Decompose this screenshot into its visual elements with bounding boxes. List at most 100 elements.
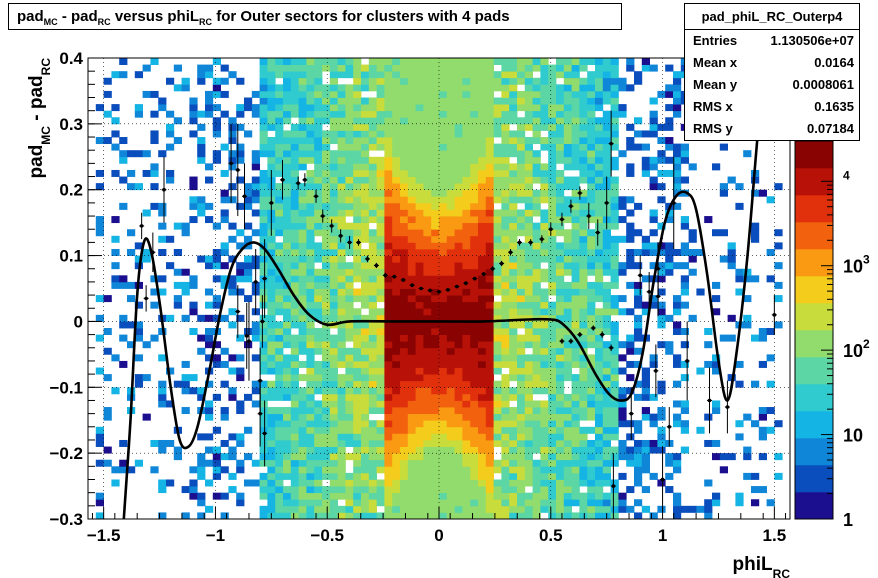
heatmap-cell xyxy=(259,347,268,355)
heatmap-cell xyxy=(322,202,331,210)
heatmap-cell xyxy=(275,71,284,79)
heatmap-cell xyxy=(228,288,237,296)
heatmap-cell xyxy=(548,420,557,428)
heatmap-cell xyxy=(337,130,346,138)
heatmap-cell xyxy=(95,314,104,322)
heatmap-cell xyxy=(509,308,518,316)
heatmap-cell xyxy=(322,393,331,401)
heatmap-cell xyxy=(485,281,494,289)
heatmap-cell xyxy=(353,64,362,72)
heatmap-cell xyxy=(540,354,549,362)
heatmap-cell xyxy=(634,393,643,401)
heatmap-cell xyxy=(275,288,284,296)
heatmap-cell xyxy=(220,242,229,250)
stats-box: pad_phiL_RC_Outerp4 Entries 1.130506e+07… xyxy=(684,3,860,141)
heatmap-cell xyxy=(361,156,370,164)
heatmap-cell xyxy=(361,143,370,151)
heatmap-cell xyxy=(212,466,221,474)
heatmap-cell xyxy=(509,374,518,382)
heatmap-cell xyxy=(454,295,463,303)
heatmap-cell xyxy=(485,150,494,158)
heatmap-cell xyxy=(595,413,604,421)
heatmap-cell xyxy=(587,367,596,375)
heatmap-cell xyxy=(368,492,377,500)
heatmap-cell xyxy=(454,472,463,480)
heatmap-cell xyxy=(314,202,323,210)
profile-point xyxy=(445,288,451,292)
heatmap-cell xyxy=(337,104,346,112)
heatmap-cell xyxy=(540,97,549,105)
heatmap-cell xyxy=(493,248,502,256)
heatmap-cell xyxy=(509,407,518,415)
heatmap-cell xyxy=(454,367,463,375)
heatmap-cell xyxy=(493,58,502,65)
heatmap-cell xyxy=(431,308,440,316)
palette-swatch xyxy=(795,303,833,331)
heatmap-cell xyxy=(673,413,682,421)
heatmap-cell xyxy=(259,104,268,112)
heatmap-cell xyxy=(150,334,159,342)
heatmap-cell xyxy=(446,255,455,263)
heatmap-cell xyxy=(524,97,533,105)
heatmap-cell xyxy=(540,183,549,191)
heatmap-cell xyxy=(688,255,697,263)
heatmap-cell xyxy=(556,275,565,283)
heatmap-cell xyxy=(439,268,448,276)
heatmap-cell xyxy=(423,328,432,335)
heatmap-cell xyxy=(602,235,611,243)
heatmap-cell xyxy=(407,374,416,382)
heatmap-cell xyxy=(579,321,588,329)
heatmap-cell xyxy=(532,202,541,210)
heatmap-cell xyxy=(361,407,370,415)
heatmap-cell xyxy=(556,459,565,467)
heatmap-cell xyxy=(259,380,268,388)
heatmap-cell xyxy=(220,281,229,289)
heatmap-cell xyxy=(361,163,370,171)
heatmap-cell xyxy=(548,183,557,191)
heatmap-cell xyxy=(743,413,752,421)
heatmap-cell xyxy=(602,479,611,487)
heatmap-cell xyxy=(392,150,401,158)
heatmap-cell xyxy=(384,275,393,283)
heatmap-cell xyxy=(392,387,401,395)
heatmap-cell xyxy=(673,163,682,171)
heatmap-cell xyxy=(758,189,767,197)
heatmap-cell xyxy=(618,216,627,224)
heatmap-cell xyxy=(626,334,635,342)
heatmap-cell xyxy=(407,156,416,164)
heatmap-cell xyxy=(563,255,572,263)
heatmap-cell xyxy=(392,248,401,256)
heatmap-cell xyxy=(212,222,221,230)
heatmap-cell xyxy=(556,301,565,309)
heatmap-cell xyxy=(353,222,362,230)
heatmap-cell xyxy=(493,235,502,243)
heatmap-cell xyxy=(400,354,409,362)
heatmap-cell xyxy=(556,499,565,507)
heatmap-cell xyxy=(228,308,237,316)
profile-point xyxy=(338,229,344,243)
heatmap-cell xyxy=(368,407,377,415)
heatmap-cell xyxy=(618,341,627,349)
heatmap-cell xyxy=(322,446,331,454)
heatmap-cell xyxy=(392,163,401,171)
heatmap-cell xyxy=(415,512,424,520)
heatmap-cell xyxy=(501,360,510,368)
heatmap-cell xyxy=(610,479,619,487)
heatmap-cell xyxy=(368,334,377,342)
heatmap-cell xyxy=(524,341,533,349)
heatmap-cell xyxy=(610,156,619,164)
heatmap-cell xyxy=(470,90,479,98)
heatmap-cell xyxy=(563,281,572,289)
heatmap-cell xyxy=(673,512,682,520)
heatmap-cell xyxy=(376,367,385,375)
heatmap-cell xyxy=(462,275,471,283)
heatmap-cell xyxy=(657,301,666,309)
heatmap-cell xyxy=(361,321,370,329)
heatmap-cell xyxy=(314,156,323,164)
heatmap-cell xyxy=(384,380,393,388)
heatmap-cell xyxy=(283,512,292,520)
heatmap-cell xyxy=(329,466,338,474)
heatmap-cell xyxy=(485,426,494,434)
heatmap-cell xyxy=(579,130,588,138)
